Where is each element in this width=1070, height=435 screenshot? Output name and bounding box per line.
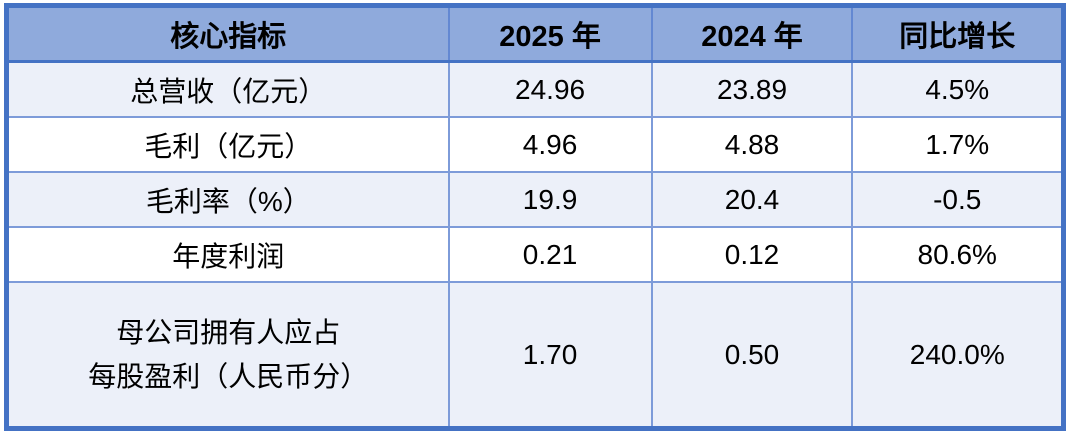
metric-label-line2: 每股盈利（人民币分） xyxy=(88,360,369,392)
value-cell-yoy: 240.0% xyxy=(851,281,1065,430)
metric-label-cell: 母公司拥有人应占 每股盈利（人民币分） xyxy=(5,281,450,430)
metric-label-cell: 毛利率（%） xyxy=(5,171,450,228)
core-metrics-table: 核心指标 2025 年 2024 年 同比增长 总营收（亿元） 24.96 23… xyxy=(4,3,1066,431)
header-cell-metric: 核心指标 xyxy=(5,4,450,63)
metric-label-line1: 母公司拥有人应占 xyxy=(116,317,341,349)
header-cell-2025: 2025 年 xyxy=(447,4,653,63)
value-cell-2024: 4.88 xyxy=(650,116,854,173)
value-cell-2025: 4.96 xyxy=(447,116,653,173)
table-row-gross-margin: 毛利率（%） 19.9 20.4 -0.5 xyxy=(5,171,1065,228)
value-cell-2025: 24.96 xyxy=(447,60,653,118)
table-row-revenue: 总营收（亿元） 24.96 23.89 4.5% xyxy=(5,60,1065,118)
value-cell-2024: 23.89 xyxy=(650,60,854,118)
value-cell-yoy: 4.5% xyxy=(851,60,1065,118)
value-cell-2024: 0.50 xyxy=(650,281,854,430)
value-cell-yoy: 80.6% xyxy=(851,226,1065,283)
header-cell-yoy: 同比增长 xyxy=(851,4,1065,63)
metric-label-cell: 毛利（亿元） xyxy=(5,116,450,173)
table-row-annual-profit: 年度利润 0.21 0.12 80.6% xyxy=(5,226,1065,283)
metrics-table-frame: 核心指标 2025 年 2024 年 同比增长 总营收（亿元） 24.96 23… xyxy=(4,3,1066,432)
value-cell-2024: 0.12 xyxy=(650,226,854,283)
value-cell-2025: 19.9 xyxy=(447,171,653,228)
value-cell-2025: 0.21 xyxy=(447,226,653,283)
table-row-gross-profit: 毛利（亿元） 4.96 4.88 1.7% xyxy=(5,116,1065,173)
metric-label-cell: 总营收（亿元） xyxy=(5,60,450,118)
value-cell-yoy: 1.7% xyxy=(851,116,1065,173)
metric-label-cell: 年度利润 xyxy=(5,226,450,283)
value-cell-2025: 1.70 xyxy=(447,281,653,430)
value-cell-yoy: -0.5 xyxy=(851,171,1065,228)
table-header-row: 核心指标 2025 年 2024 年 同比增长 xyxy=(5,4,1065,63)
table-row-eps: 母公司拥有人应占 每股盈利（人民币分） 1.70 0.50 240.0% xyxy=(5,281,1065,430)
header-cell-2024: 2024 年 xyxy=(650,4,854,63)
value-cell-2024: 20.4 xyxy=(650,171,854,228)
